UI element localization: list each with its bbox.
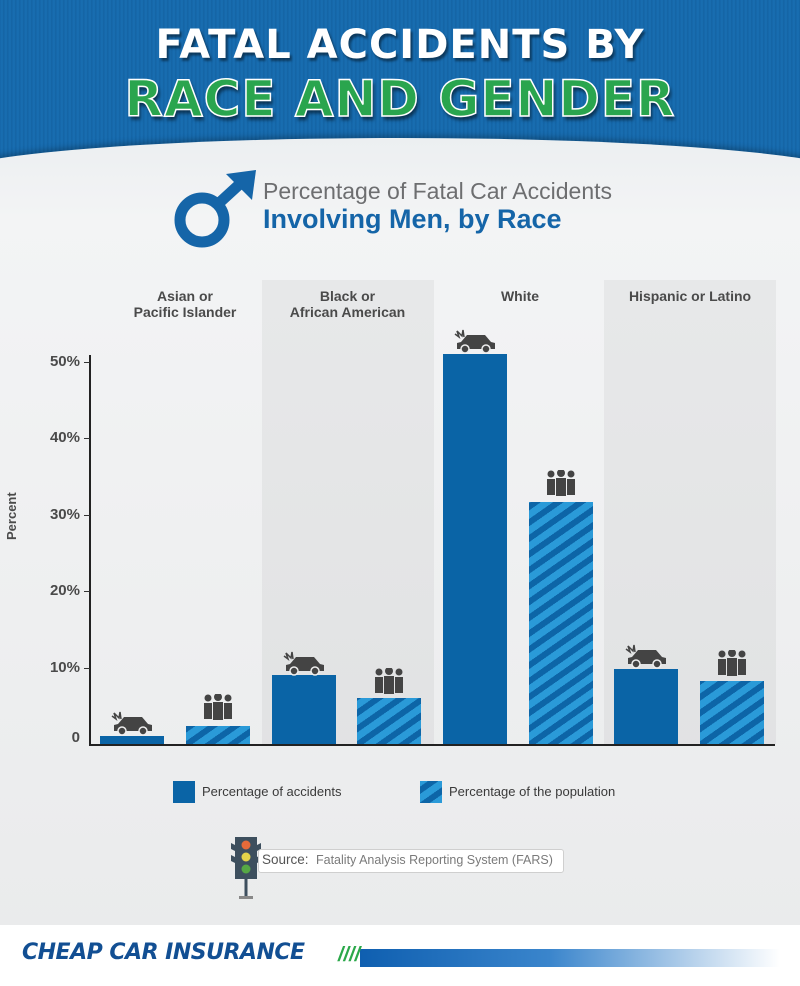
bar-white-accidents xyxy=(443,354,507,744)
people-group-icon xyxy=(204,694,232,720)
traffic-light-icon xyxy=(231,837,261,899)
y-tick xyxy=(84,438,90,439)
y-axis xyxy=(89,355,91,745)
header-title-line1: FATAL ACCIDENTS BY xyxy=(155,22,645,68)
source-box xyxy=(258,849,564,873)
content-panel xyxy=(0,138,800,938)
source-label: Source: xyxy=(262,852,309,867)
people-group-icon xyxy=(547,470,575,496)
category-label-white: White xyxy=(500,288,540,304)
y-tick-label: 0 xyxy=(71,729,80,746)
male-symbol-icon xyxy=(174,170,256,248)
y-tick-label: 50% xyxy=(49,353,80,370)
y-tick xyxy=(84,362,90,363)
category-label-hispanic: Hispanic or Latino xyxy=(628,288,752,304)
y-axis-title: Percent xyxy=(4,492,19,540)
y-tick-label: 40% xyxy=(49,429,80,446)
y-tick xyxy=(84,591,90,592)
legend-swatch-population xyxy=(420,781,442,803)
car-crash-icon xyxy=(283,651,324,676)
chart-subtitle: Percentage of Fatal Car Accidents xyxy=(263,178,613,204)
bar-black-accidents xyxy=(272,675,336,744)
logo-gradient-bar xyxy=(360,949,780,967)
source-text: Fatality Analysis Reporting System (FARS… xyxy=(316,853,553,867)
category-label-asian: Asian or Pacific Islander xyxy=(133,288,237,320)
y-tick xyxy=(84,515,90,516)
car-crash-icon xyxy=(454,329,495,354)
bar-hispanic-accidents xyxy=(614,669,678,744)
chart-title: Involving Men, by Race xyxy=(263,204,562,234)
bar-black-population xyxy=(357,698,421,744)
legend-label-population: Percentage of the population xyxy=(449,784,616,799)
people-group-icon xyxy=(375,668,403,694)
y-tick-label: 30% xyxy=(49,506,80,523)
category-label-black: Black or African American xyxy=(289,288,406,320)
people-group-icon xyxy=(718,650,746,676)
header-title-line2: RACE AND GENDER xyxy=(124,69,676,129)
logo-stripes-icon: //// xyxy=(338,944,361,966)
x-axis xyxy=(89,744,775,746)
bar-hispanic-population xyxy=(700,681,764,744)
y-tick-label: 20% xyxy=(49,582,80,599)
y-tick xyxy=(84,668,90,669)
legend-label-accidents: Percentage of accidents xyxy=(202,784,342,799)
bar-white-population xyxy=(529,502,593,744)
car-crash-icon xyxy=(111,711,152,736)
y-tick-label: 10% xyxy=(49,659,80,676)
bar-asian-population xyxy=(186,726,250,744)
car-crash-icon xyxy=(625,644,666,669)
brand-logo[interactable]: CHEAP CAR INSURANCE xyxy=(22,940,305,965)
legend-swatch-accidents xyxy=(173,781,195,803)
bar-asian-accidents xyxy=(100,736,164,744)
